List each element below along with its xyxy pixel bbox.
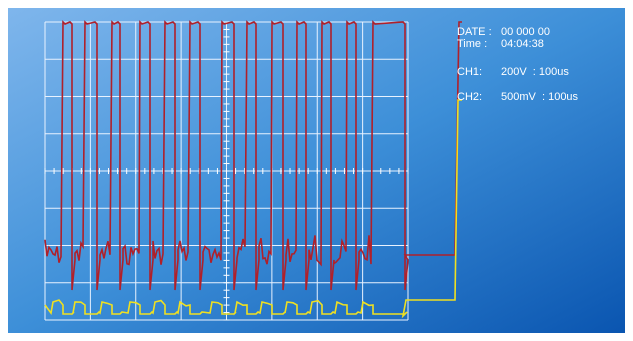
graticule — [44, 21, 409, 321]
ch2-value: 500mV : 100us — [501, 91, 579, 103]
ch2-trace — [44, 99, 462, 319]
date-value: 00 000 00 — [501, 26, 550, 38]
ch2-label: CH2: — [457, 91, 482, 103]
ch1-trace — [44, 20, 462, 291]
date-label: DATE : — [457, 26, 492, 38]
ch1-value: 200V : 100us — [501, 66, 569, 78]
ch1-label: CH1: — [457, 66, 482, 78]
time-value: 04:04:38 — [501, 38, 544, 50]
time-label: Time : — [457, 38, 487, 50]
